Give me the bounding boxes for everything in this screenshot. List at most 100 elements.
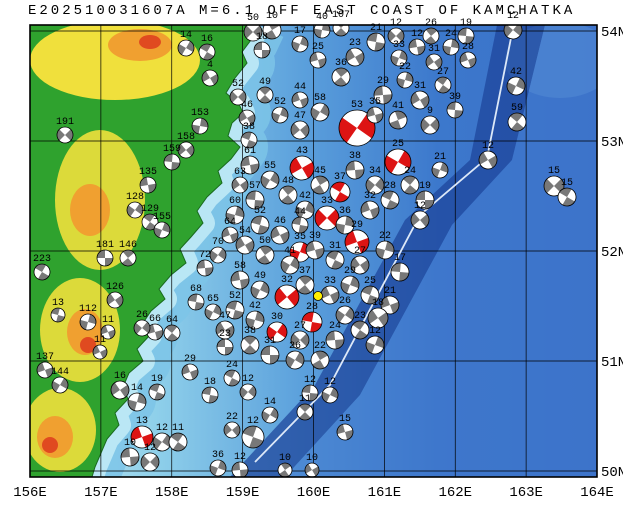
- depth-label: 12: [507, 11, 519, 22]
- depth-label: 46: [274, 216, 286, 227]
- beachball-quadrants: [127, 203, 143, 217]
- focal-mechanism-symbol: [243, 25, 263, 42]
- focal-mechanism-symbol: [191, 117, 209, 135]
- focal-mechanism-symbol: [291, 35, 309, 53]
- focal-mechanism-symbol: [231, 461, 249, 477]
- elevation-yellow: [30, 25, 200, 100]
- beachball-quadrants: [346, 49, 364, 65]
- beachball-quadrants: [272, 107, 288, 123]
- depth-label: 9: [427, 106, 433, 117]
- depth-label: 54: [239, 226, 251, 237]
- focal-mechanism-symbol: [290, 330, 310, 350]
- depth-label: 144: [51, 367, 69, 378]
- depth-label: 44: [294, 82, 306, 93]
- focal-mechanism-symbol: [336, 423, 354, 441]
- beachball-outline: [390, 49, 408, 67]
- beachball-outline: [457, 27, 475, 45]
- depth-label: 27: [354, 246, 366, 257]
- beachball-quadrants: [261, 346, 279, 364]
- beachball-outline: [410, 210, 430, 230]
- beachball-quadrants: [131, 426, 153, 448]
- beachball-outline: [163, 153, 181, 171]
- beachball-quadrants: [202, 71, 218, 85]
- focal-mechanism-symbol: [201, 386, 219, 404]
- focal-mechanism-symbol: [215, 320, 235, 340]
- depth-label: 137: [36, 352, 54, 363]
- focal-mechanism-symbol: [177, 141, 195, 159]
- focal-mechanism-symbol: [422, 27, 440, 45]
- beachball-outline: [280, 255, 300, 275]
- depth-label: 153: [191, 108, 209, 119]
- beachball-outline: [422, 27, 440, 45]
- depth-label: 12: [304, 375, 316, 386]
- beachball-outline: [119, 249, 137, 267]
- beachball-outline: [261, 406, 279, 424]
- depth-label: 128: [126, 192, 144, 203]
- beachball-outline: [51, 376, 69, 394]
- focal-mechanism-symbol: [301, 384, 319, 402]
- focal-mechanism-symbol: [245, 190, 265, 210]
- depth-label: 31: [414, 81, 426, 92]
- depth-label: 53: [351, 100, 363, 111]
- beachball-quadrants: [374, 86, 392, 104]
- focal-mechanism-symbol: [209, 246, 227, 264]
- beachball-quadrants: [510, 113, 524, 131]
- lon-label: 157E: [84, 485, 118, 501]
- depth-label: 52: [232, 79, 244, 90]
- beachball-outline: [106, 291, 124, 309]
- beachball-outline: [96, 249, 114, 267]
- beachball-quadrants: [391, 50, 407, 66]
- beachball-quadrants: [153, 434, 171, 450]
- map-title: E202510031607A M=6.1 OFF EAST COAST OF K…: [28, 3, 576, 19]
- beachball-quadrants: [290, 157, 314, 179]
- beachball-quadrants: [267, 323, 287, 341]
- beachball-quadrants: [222, 227, 238, 243]
- beachball-quadrants: [346, 161, 364, 179]
- focal-mechanism-symbol: [223, 421, 241, 439]
- beachball-quadrants: [170, 433, 186, 451]
- lon-label: 164E: [580, 485, 614, 501]
- beachball-quadrants: [421, 118, 439, 132]
- depth-label: 181: [96, 240, 114, 251]
- beachball-quadrants: [259, 87, 271, 103]
- beachball-quadrants: [244, 25, 262, 39]
- beachball-quadrants: [326, 251, 344, 269]
- beachball-outline: [110, 380, 130, 400]
- focal-mechanism-symbol: [304, 462, 320, 477]
- beachball-quadrants: [335, 25, 347, 36]
- beachball-outline: [478, 150, 498, 170]
- depth-label: 10: [124, 438, 136, 449]
- beachball-quadrants: [242, 426, 264, 448]
- focal-mechanism-symbol: [225, 300, 245, 320]
- depth-label: 72: [199, 250, 211, 261]
- lon-label: 159E: [226, 485, 260, 501]
- depth-label: 12: [144, 443, 156, 454]
- focal-mechanism-symbol: [310, 175, 330, 195]
- beachball-outline: [79, 313, 97, 331]
- beachball-outline: [187, 293, 205, 311]
- beachball-quadrants: [367, 107, 383, 123]
- focal-mechanism-symbol: [291, 216, 309, 234]
- beachball-quadrants: [182, 364, 198, 380]
- beachball-quadrants: [397, 72, 413, 88]
- focal-mechanism-symbol: [255, 245, 275, 265]
- depth-label: 26: [136, 310, 148, 321]
- depth-label: 25: [392, 139, 404, 150]
- depth-label: 41: [284, 246, 296, 257]
- beachball-outline: [256, 86, 274, 104]
- beachball-quadrants: [210, 248, 226, 262]
- depth-label: 14: [131, 383, 143, 394]
- beachball-outline: [100, 324, 116, 340]
- lat-label: 50N: [601, 465, 623, 481]
- beachball-outline: [133, 319, 151, 337]
- focal-mechanism-symbol: [146, 323, 164, 341]
- focal-mechanism-symbol: [240, 155, 260, 175]
- depth-label: 25: [364, 276, 376, 287]
- beachball-quadrants: [367, 33, 385, 51]
- focal-mechanism-symbol: [400, 175, 420, 195]
- beachball-outline: [332, 25, 350, 37]
- lon-label: 161E: [368, 485, 402, 501]
- depth-label: 14: [264, 397, 276, 408]
- beachball-outline: [201, 69, 219, 87]
